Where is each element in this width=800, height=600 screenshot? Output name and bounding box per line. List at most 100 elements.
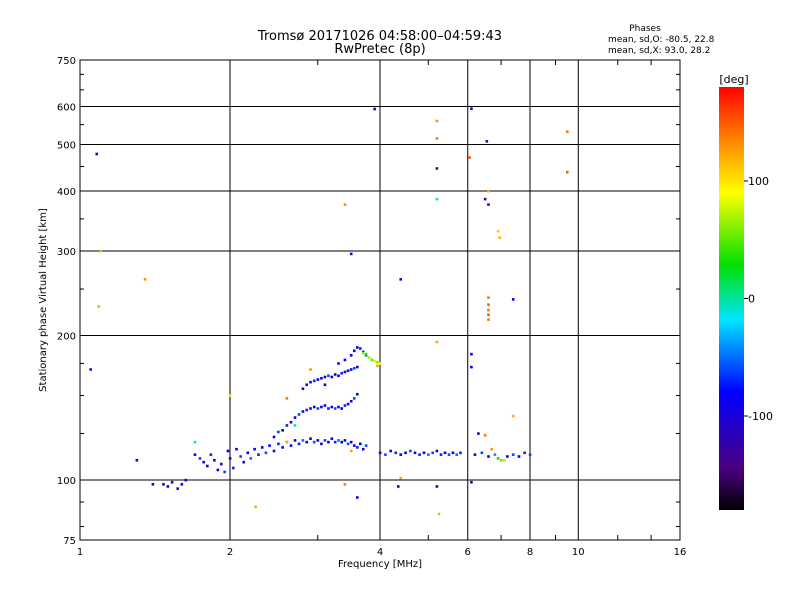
- data-point: [323, 375, 327, 379]
- data-point: [378, 451, 382, 455]
- data-point: [343, 370, 347, 374]
- data-point: [349, 440, 353, 444]
- chart-title: Tromsø 20171026 04:58:00–04:59:43: [257, 29, 502, 44]
- data-point: [431, 451, 434, 455]
- data-point: [277, 442, 280, 446]
- data-point: [352, 366, 356, 370]
- data-point: [228, 457, 232, 460]
- data-point: [487, 296, 490, 299]
- x-tick-label: 8: [527, 547, 533, 558]
- y-tick-label: 400: [57, 187, 76, 198]
- y-tick-label: 300: [57, 247, 76, 258]
- data-point: [435, 485, 439, 488]
- data-point: [337, 405, 340, 409]
- data-point: [143, 278, 147, 281]
- data-point: [343, 483, 347, 486]
- x-tick-label: 2: [227, 547, 233, 558]
- y-tick-label: 200: [57, 332, 76, 343]
- data-point: [384, 453, 387, 456]
- data-point: [264, 451, 268, 455]
- data-point: [309, 368, 312, 371]
- data-point: [135, 458, 139, 462]
- data-point: [184, 478, 188, 482]
- data-point: [316, 407, 320, 410]
- data-point: [209, 453, 213, 456]
- data-point: [470, 365, 473, 369]
- data-point: [305, 383, 309, 387]
- colorbar-tick-label: -100: [748, 410, 773, 423]
- data-point: [483, 197, 487, 201]
- data-point: [355, 446, 359, 449]
- data-point: [340, 407, 344, 410]
- data-point: [396, 485, 400, 488]
- grid: [80, 60, 680, 540]
- data-point: [487, 313, 490, 317]
- data-point: [427, 453, 430, 456]
- data-point: [418, 453, 421, 456]
- colorbar-ticks: 100 0 -100: [744, 175, 773, 423]
- x-axis-label: Frequency [MHz]: [338, 559, 422, 570]
- data-point: [517, 455, 521, 458]
- y-tick-label: 75: [63, 536, 76, 547]
- data-point: [399, 476, 403, 480]
- data-point: [480, 451, 484, 455]
- data-point: [340, 440, 344, 444]
- y-axis-label: Stationary phase Virtual Height [km]: [38, 208, 49, 392]
- data-point: [330, 375, 334, 379]
- data-point: [376, 360, 379, 364]
- data-point: [413, 451, 417, 455]
- data-point: [293, 439, 297, 442]
- stats-o-line: mean, sd,O: -80.5, 22.8: [608, 35, 715, 45]
- data-point: [235, 447, 238, 451]
- data-point: [435, 340, 439, 344]
- data-point: [511, 414, 515, 418]
- data-point: [435, 449, 439, 453]
- data-point: [193, 440, 197, 444]
- data-point: [333, 407, 337, 410]
- data-point: [89, 368, 92, 371]
- data-point: [253, 447, 256, 451]
- data-point: [443, 451, 447, 455]
- data-point: [358, 347, 362, 350]
- data-point: [439, 453, 443, 456]
- data-point: [242, 460, 246, 464]
- data-point: [355, 346, 359, 349]
- data-point: [364, 444, 368, 447]
- data-point: [477, 432, 480, 435]
- data-point: [297, 442, 301, 446]
- data-point: [337, 362, 340, 365]
- data-point: [226, 449, 230, 453]
- stats-heading: Phases: [629, 24, 661, 34]
- data-point: [523, 451, 526, 455]
- data-point: [487, 318, 490, 321]
- data-point: [352, 444, 356, 447]
- x-tick-label: 4: [377, 547, 383, 558]
- data-point: [361, 351, 365, 355]
- data-point: [447, 453, 451, 456]
- data-point: [435, 137, 439, 140]
- data-point: [473, 453, 477, 456]
- data-point: [496, 229, 500, 233]
- data-point: [301, 410, 305, 413]
- data-point: [333, 440, 337, 444]
- colorbar: [719, 87, 744, 510]
- data-point: [358, 442, 362, 446]
- data-point: [404, 451, 407, 455]
- data-point: [511, 453, 515, 456]
- data-point: [202, 460, 205, 464]
- colorbar-tick-label: 0: [748, 293, 755, 306]
- data-point: [309, 407, 312, 410]
- data-point: [346, 442, 350, 446]
- data-point: [373, 359, 376, 363]
- data-point: [223, 470, 226, 474]
- data-point: [470, 480, 473, 484]
- data-point: [487, 303, 490, 306]
- data-point: [285, 424, 289, 427]
- data-point: [272, 449, 276, 453]
- data-point: [309, 437, 312, 440]
- x-tick-label: 6: [465, 547, 471, 558]
- data-point: [268, 444, 271, 447]
- chart-subtitle: RwPretec (8p): [334, 42, 425, 57]
- data-point: [254, 505, 257, 509]
